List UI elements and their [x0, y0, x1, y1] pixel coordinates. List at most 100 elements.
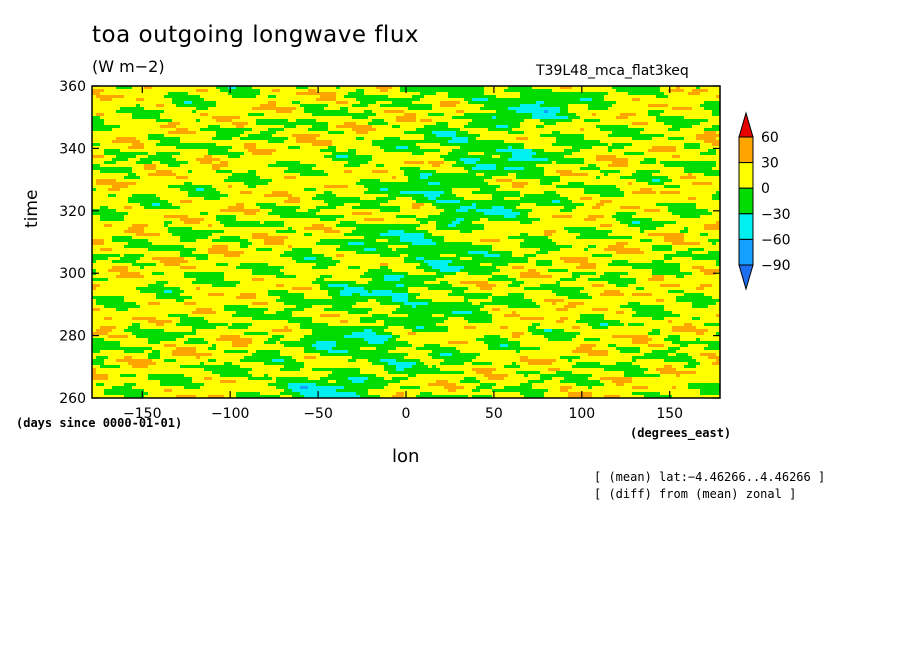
heatmap-cell — [704, 149, 708, 152]
heatmap-cell — [460, 131, 464, 134]
heatmap-cell — [320, 155, 324, 158]
heatmap-cell — [700, 125, 704, 128]
heatmap-cell — [676, 170, 680, 173]
heatmap-cell — [272, 107, 276, 110]
heatmap-cell — [408, 119, 412, 122]
heatmap-cell — [488, 170, 492, 173]
heatmap-cell — [604, 116, 608, 119]
heatmap-cell — [356, 122, 360, 125]
heatmap-cell — [408, 104, 412, 107]
heatmap-cell — [680, 116, 684, 119]
heatmap-cell — [500, 164, 504, 167]
heatmap-cell — [164, 92, 168, 95]
heatmap-cell — [100, 161, 104, 164]
heatmap-cell — [648, 173, 652, 176]
heatmap-cell — [436, 173, 440, 176]
heatmap-cell — [180, 107, 184, 110]
heatmap-cell — [288, 95, 292, 98]
heatmap-cell — [584, 146, 588, 149]
heatmap-cell — [344, 155, 348, 158]
heatmap-cell — [468, 101, 472, 104]
heatmap-cell — [684, 173, 688, 176]
heatmap-cell — [256, 125, 260, 128]
heatmap-cell — [440, 113, 444, 116]
heatmap-cell — [648, 113, 652, 116]
heatmap-cell — [392, 146, 396, 149]
heatmap-cell — [676, 101, 680, 104]
heatmap-cell — [240, 158, 244, 161]
heatmap-cell — [388, 92, 392, 95]
heatmap-cell — [284, 170, 288, 173]
heatmap-cell — [548, 158, 552, 161]
heatmap-cell — [136, 131, 140, 134]
heatmap-cell — [672, 176, 676, 179]
heatmap-cell — [312, 104, 316, 107]
heatmap-cell — [564, 125, 568, 128]
heatmap-cell — [176, 176, 180, 179]
heatmap-cell — [296, 131, 300, 134]
heatmap-cell — [172, 113, 176, 116]
heatmap-cell — [132, 143, 136, 146]
heatmap-cell — [240, 89, 244, 92]
heatmap-cell — [548, 107, 552, 110]
heatmap-cell — [708, 101, 712, 104]
heatmap-cell — [476, 155, 480, 158]
heatmap-cell — [612, 131, 616, 134]
heatmap-cell — [344, 131, 348, 134]
heatmap-cell — [368, 107, 372, 110]
heatmap-cell — [472, 110, 476, 113]
heatmap-cell — [136, 86, 140, 89]
heatmap-cell — [708, 122, 712, 125]
heatmap-cell — [168, 113, 172, 116]
heatmap-cell — [504, 125, 508, 128]
heatmap-cell — [320, 86, 324, 89]
heatmap-cell — [124, 86, 128, 89]
heatmap-cell — [636, 167, 640, 170]
heatmap-cell — [100, 143, 104, 146]
heatmap-cell — [596, 143, 600, 146]
heatmap-cell — [488, 107, 492, 110]
heatmap-cell — [176, 125, 180, 128]
heatmap-cell — [328, 146, 332, 149]
heatmap-cell — [132, 164, 136, 167]
heatmap-cell — [208, 104, 212, 107]
heatmap-cell — [276, 128, 280, 131]
heatmap-cell — [224, 131, 228, 134]
heatmap-cell — [228, 149, 232, 152]
heatmap-cell — [292, 161, 296, 164]
heatmap-cell — [92, 95, 96, 98]
heatmap-cell — [292, 137, 296, 140]
heatmap-cell — [252, 125, 256, 128]
heatmap-cell — [204, 143, 208, 146]
heatmap-cell — [328, 113, 332, 116]
heatmap-cell — [556, 164, 560, 167]
heatmap-cell — [484, 125, 488, 128]
heatmap-cell — [108, 170, 112, 173]
heatmap-cell — [512, 167, 516, 170]
heatmap-cell — [656, 146, 660, 149]
heatmap-cell — [152, 149, 156, 152]
heatmap-cell — [620, 143, 624, 146]
heatmap-cell — [108, 167, 112, 170]
heatmap-cell — [548, 137, 552, 140]
heatmap-cell — [524, 140, 528, 143]
heatmap-cell — [500, 86, 504, 89]
heatmap-cell — [540, 155, 544, 158]
heatmap-cell — [488, 122, 492, 125]
heatmap-cell — [136, 104, 140, 107]
heatmap-cell — [480, 164, 484, 167]
heatmap-cell — [256, 155, 260, 158]
heatmap-cell — [316, 104, 320, 107]
heatmap-cell — [108, 155, 112, 158]
heatmap-cell — [276, 101, 280, 104]
heatmap-cell — [228, 152, 232, 155]
heatmap-cell — [228, 128, 232, 131]
heatmap-cell — [368, 104, 372, 107]
heatmap-cell — [656, 110, 660, 113]
heatmap-cell — [504, 128, 508, 131]
heatmap-cell — [468, 173, 472, 176]
heatmap-cell — [200, 161, 204, 164]
heatmap-cell — [452, 95, 456, 98]
heatmap-cell — [396, 158, 400, 161]
heatmap-cell — [212, 146, 216, 149]
